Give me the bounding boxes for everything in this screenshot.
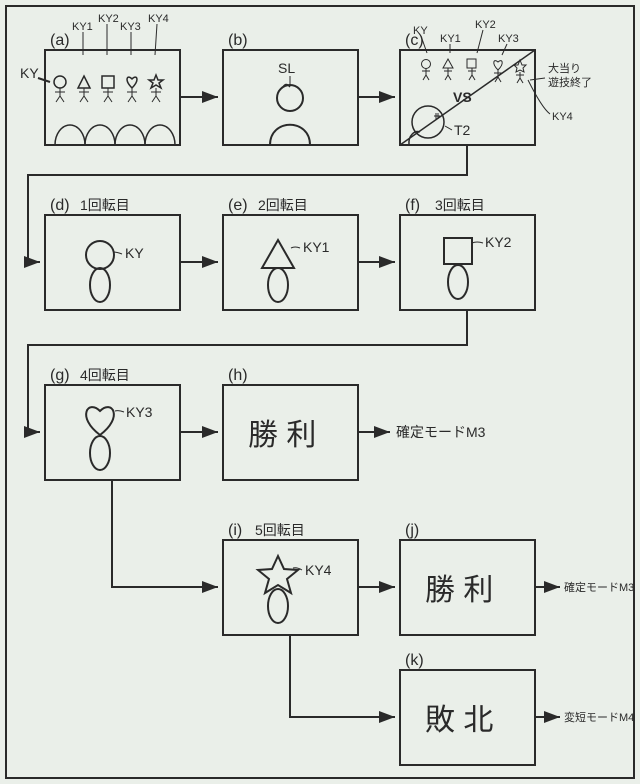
- a-lbl-ky3: KY3: [120, 21, 141, 33]
- outer-frame: [6, 6, 634, 778]
- panel-i-letter: (i): [228, 522, 242, 539]
- a-lbl-ky1: KY1: [72, 21, 93, 33]
- panel-f-title: 3回転目: [435, 197, 485, 213]
- panel-d: (d) 1回転目 KY: [45, 197, 180, 310]
- f-char: KY2: [485, 234, 512, 250]
- panel-a-letter: (a): [50, 32, 70, 49]
- e-char: KY1: [303, 239, 330, 255]
- d-char: KY: [125, 245, 144, 261]
- c-lbl-ky2: KY2: [475, 19, 496, 31]
- panel-i: (i) 5回転目 KY4: [223, 522, 358, 635]
- j-out: 確定モードM3: [564, 580, 634, 594]
- panel-h: (h) 勝 利: [223, 367, 358, 480]
- i-char: KY4: [305, 562, 332, 578]
- panel-a: (a) KY KY1 KY2 KY3 KY4: [20, 13, 180, 145]
- panel-k: (k) 敗 北: [400, 652, 535, 765]
- panel-g: (g) 4回転目 KY3: [45, 367, 180, 480]
- arrow-i-k: [290, 635, 395, 717]
- panel-g-title: 4回転目: [80, 367, 130, 383]
- k-text: 敗 北: [425, 704, 493, 737]
- panel-h-letter: (h): [228, 367, 248, 384]
- panel-f-letter: (f): [405, 197, 420, 214]
- c-vs: VS: [453, 89, 472, 105]
- panel-d-title: 1回転目: [80, 197, 130, 213]
- c-t2: T2: [454, 122, 471, 138]
- a-lbl-ky4: KY4: [148, 13, 169, 25]
- panel-a-ky-outside: KY: [20, 65, 39, 81]
- panel-e: (e) 2回転目 KY1: [223, 197, 358, 310]
- h-text: 勝 利: [248, 419, 316, 452]
- panel-e-title: 2回転目: [258, 197, 308, 213]
- c-ky4: KY4: [552, 111, 573, 123]
- panel-d-letter: (d): [50, 197, 70, 214]
- h-out: 確定モードM3: [396, 424, 486, 440]
- panel-e-letter: (e): [228, 197, 248, 214]
- c-lbl-ky1: KY1: [440, 33, 461, 45]
- panel-j-letter: (j): [405, 522, 419, 539]
- c-lbl-ky3: KY3: [498, 33, 519, 45]
- c-side-1: 大当り: [548, 61, 581, 75]
- k-out: 変短モードM4: [564, 710, 634, 724]
- panel-b: (b) SL: [223, 32, 358, 145]
- c-side-2: 遊技終了: [548, 75, 592, 89]
- g-char: KY3: [126, 404, 153, 420]
- panel-g-letter: (g): [50, 367, 70, 384]
- panel-k-letter: (k): [405, 652, 424, 669]
- a-lbl-ky2: KY2: [98, 13, 119, 25]
- panel-j: (j) 勝 利: [400, 522, 535, 635]
- panel-b-sl: SL: [278, 60, 295, 76]
- panel-c: (c) KY KY1 KY2 KY3 VS T2 大当り 遊技終了 KY4: [400, 19, 592, 145]
- arrow-g-i: [112, 480, 218, 587]
- panel-b-letter: (b): [228, 32, 248, 49]
- j-text: 勝 利: [425, 574, 493, 607]
- panel-f: (f) 3回転目 KY2: [400, 197, 535, 310]
- a-char-row: [54, 75, 163, 102]
- panel-i-title: 5回転目: [255, 522, 305, 538]
- c-lbl-ky: KY: [413, 25, 428, 37]
